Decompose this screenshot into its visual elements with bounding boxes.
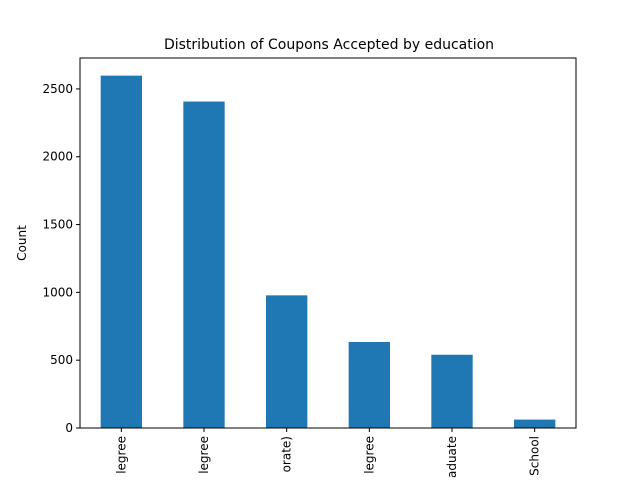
y-axis-label: Count — [15, 225, 29, 261]
x-tick-label-1: legree — [197, 436, 211, 474]
x-tick-label-3: legree — [362, 436, 376, 474]
x-tick-label-0: legree — [114, 436, 128, 474]
y-tick-label-0: 0 — [65, 421, 73, 435]
x-tick-label-5: School — [528, 436, 542, 476]
y-tick-label-5: 2500 — [42, 82, 73, 96]
plot-frame — [79, 57, 577, 429]
y-axis-ticks: 0 500 1000 1500 2000 2500 — [42, 82, 80, 435]
bar-4 — [431, 354, 473, 428]
x-tick-label-4: aduate — [445, 436, 459, 478]
bar-1 — [183, 101, 225, 429]
bar-3 — [348, 342, 390, 428]
chart-title: Distribution of Coupons Accepted by educ… — [164, 37, 494, 53]
bars-group — [100, 75, 556, 429]
bar-0 — [100, 75, 142, 429]
x-tick-label-2: orate) — [280, 436, 294, 472]
y-tick-label-1: 500 — [50, 353, 73, 367]
bar-5 — [514, 419, 556, 428]
bar-2 — [266, 295, 308, 428]
y-tick-label-2: 1000 — [42, 285, 73, 299]
y-tick-label-4: 2000 — [42, 150, 73, 164]
y-tick-label-3: 1500 — [42, 218, 73, 232]
x-axis-ticks: legree legree orate) legree aduate School — [114, 428, 542, 478]
